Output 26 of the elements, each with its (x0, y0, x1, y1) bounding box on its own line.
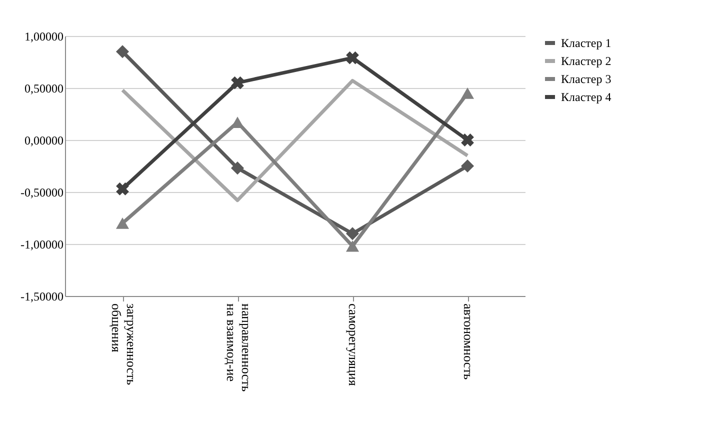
y-tick-label: -0,50000 (20, 186, 64, 200)
y-tick-label: 0,50000 (24, 82, 64, 96)
line-series (120, 78, 470, 202)
x-tick-label: автономность (461, 304, 476, 380)
x-tick-label: направленность на взаимод-ие (224, 304, 254, 392)
y-tick-label: -1,50000 (20, 290, 64, 304)
x-tick-label: саморегуляция (346, 304, 361, 386)
point (116, 218, 130, 229)
point (461, 134, 474, 146)
point (460, 159, 474, 173)
legend-label: Кластер 3 (561, 72, 612, 86)
legend-label: Кластер 1 (561, 36, 612, 50)
x-tick-label: загруженность общения (109, 304, 139, 386)
point (346, 51, 359, 64)
point (346, 227, 360, 240)
point (346, 240, 360, 252)
y-tick-label: 0,00000 (24, 134, 64, 148)
point (460, 88, 474, 99)
y-tick-label: -1,00000 (20, 238, 64, 252)
point (116, 182, 129, 196)
point (230, 162, 244, 175)
y-tick-label: 1,00000 (24, 30, 64, 44)
point (231, 76, 244, 90)
legend-label: Кластер 2 (561, 54, 612, 68)
legend-label: Кластер 4 (561, 90, 612, 104)
point (116, 45, 130, 58)
